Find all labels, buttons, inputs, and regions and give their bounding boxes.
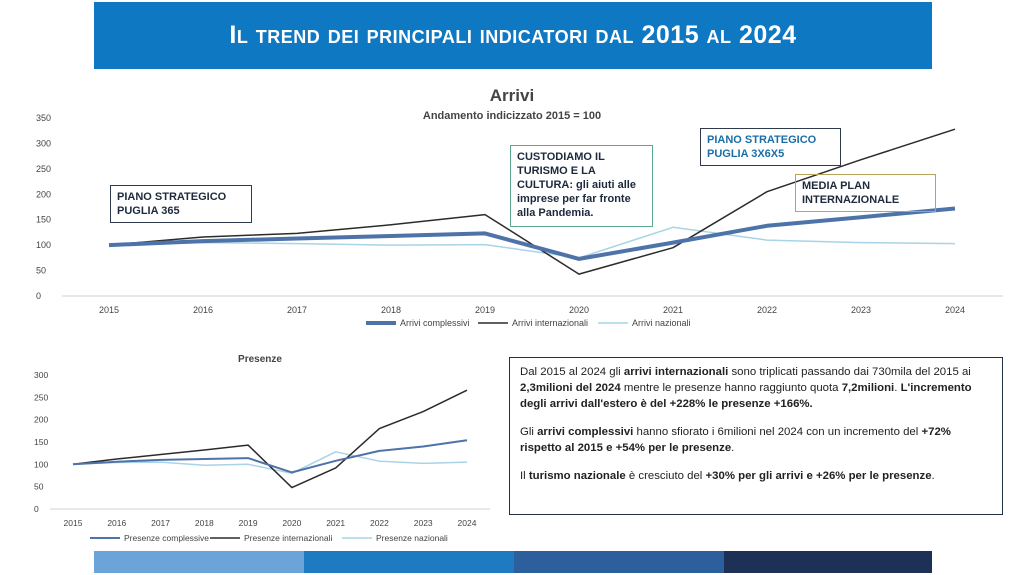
legend-label: Presenze nazionali — [376, 533, 448, 543]
presenze-line-chart: 0 50 100 150 200 250 300 2015 2016 2017 2018 2019 20… — [34, 370, 490, 543]
summary-text-segment: 2,3milioni del 2024 — [520, 382, 621, 394]
note-puglia-365: PIANO STRATEGICO PUGLIA 365 — [110, 185, 252, 223]
y-tick-label: 300 — [36, 138, 51, 148]
summary-text-segment: +72% rispetto al 2015 e +54% per le pres… — [520, 426, 951, 454]
legend-label: Presenze complessive — [124, 533, 209, 543]
y-tick-label: 100 — [34, 459, 48, 469]
summary-paragraph-3: Il turismo nazionale è cresciuto del +30… — [520, 468, 992, 484]
x-tick-label: 2019 — [475, 305, 495, 315]
x-tick-label: 2016 — [107, 518, 126, 528]
summary-text-segment: è cresciuto del — [625, 470, 706, 482]
summary-text-segment: hanno sfiorato i 6milioni nel 2024 con u… — [633, 426, 922, 438]
summary-paragraph-1: Dal 2015 al 2024 gli arrivi internaziona… — [520, 364, 992, 412]
x-tick-label: 2019 — [239, 518, 258, 528]
x-tick-label: 2016 — [193, 305, 213, 315]
series-line-nazionali — [72, 451, 468, 475]
footer-strip-4 — [724, 551, 932, 573]
summary-text-segment: L'incremento degli arrivi dall'estero è … — [520, 382, 972, 410]
series-line-complessivi — [108, 206, 956, 261]
summary-text-segment: arrivi internazionali — [623, 366, 729, 378]
summary-text-segment: Il — [520, 470, 529, 482]
x-tick-label: 2024 — [945, 305, 965, 315]
summary-paragraph-2: Gli arrivi complessivi hanno sfiorato i … — [520, 424, 992, 456]
y-tick-label: 150 — [36, 215, 51, 225]
footer-strip-3 — [514, 551, 724, 573]
footer-strip-1 — [94, 551, 304, 573]
y-tick-label: 100 — [36, 240, 51, 250]
x-tick-label: 2015 — [99, 305, 119, 315]
legend-label: Arrivi internazionali — [512, 318, 588, 328]
x-tick-label: 2022 — [370, 518, 389, 528]
series-line-internazionali — [72, 389, 468, 489]
summary-textbox: Dal 2015 al 2024 gli arrivi internaziona… — [509, 357, 1003, 515]
y-tick-label: 200 — [36, 189, 51, 199]
summary-text-segment: turismo nazionale — [528, 470, 626, 482]
summary-text-segment: Gli — [520, 426, 538, 438]
x-tick-label: 2017 — [151, 518, 170, 528]
y-tick-label: 250 — [36, 164, 51, 174]
summary-text-segment: Dal 2015 al 2024 gli — [520, 366, 624, 378]
x-tick-label: 2023 — [414, 518, 433, 528]
header-banner: Il trend dei principali indicatori dal 2… — [94, 2, 932, 69]
x-tick-label: 2018 — [381, 305, 401, 315]
y-tick-label: 350 — [36, 113, 51, 123]
chart-subtitle-arrivi: Andamento indicizzato 2015 = 100 — [422, 110, 602, 122]
series-line-nazionali — [108, 226, 956, 259]
y-tick-label: 0 — [36, 291, 41, 301]
legend-label: Presenze internazionali — [244, 533, 332, 543]
x-tick-label: 2021 — [326, 518, 345, 528]
summary-text-segment: . — [931, 470, 935, 482]
y-tick-label: 300 — [34, 370, 48, 380]
note-puglia-3x6x5: PIANO STRATEGICO PUGLIA 3X6X5 — [700, 128, 841, 166]
chart-title-presenze: Presenze — [238, 354, 282, 365]
x-tick-label: 2020 — [282, 518, 301, 528]
legend-label: Arrivi complessivi — [400, 318, 470, 328]
summary-text-segment: +30% per gli arrivi e +26% per le presen… — [705, 470, 932, 482]
legend-label: Arrivi nazionali — [632, 318, 691, 328]
summary-text-segment: . — [894, 382, 901, 394]
y-tick-label: 150 — [34, 437, 48, 447]
x-tick-label: 2023 — [851, 305, 871, 315]
page-title: Il trend dei principali indicatori dal 2… — [229, 21, 797, 49]
summary-text-segment: sono triplicati passando dai 730mila del… — [728, 366, 971, 378]
y-tick-label: 200 — [34, 415, 48, 425]
summary-text-segment: mentre le presenze hanno raggiunto quota — [620, 382, 842, 394]
summary-text-segment: arrivi complessivi — [537, 426, 634, 438]
y-tick-label: 50 — [36, 266, 46, 276]
y-tick-label: 250 — [34, 392, 48, 402]
x-tick-label: 2021 — [663, 305, 683, 315]
note-custodiamo: CUSTODIAMO IL TURISMO E LA CULTURA: gli … — [510, 145, 653, 227]
note-media-plan: MEDIA PLAN INTERNAZIONALE — [795, 174, 936, 212]
x-tick-label: 2015 — [64, 518, 83, 528]
x-tick-label: 2017 — [287, 305, 307, 315]
x-tick-label: 2022 — [757, 305, 777, 315]
y-tick-label: 50 — [34, 482, 44, 492]
series-line-complessivi — [72, 439, 468, 474]
footer-strip-2 — [304, 551, 514, 573]
x-tick-label: 2024 — [458, 518, 477, 528]
summary-text-segment: 7,2milioni — [841, 382, 895, 394]
x-tick-label: 2020 — [569, 305, 589, 315]
arrivi-line-chart: 0 50 100 150 200 250 300 350 2015 2016 2017 2018 201… — [36, 113, 1003, 328]
y-tick-label: 0 — [34, 504, 39, 514]
chart-title-arrivi: Arrivi — [489, 86, 535, 105]
x-tick-label: 2018 — [195, 518, 214, 528]
summary-text-segment: . — [731, 442, 735, 454]
